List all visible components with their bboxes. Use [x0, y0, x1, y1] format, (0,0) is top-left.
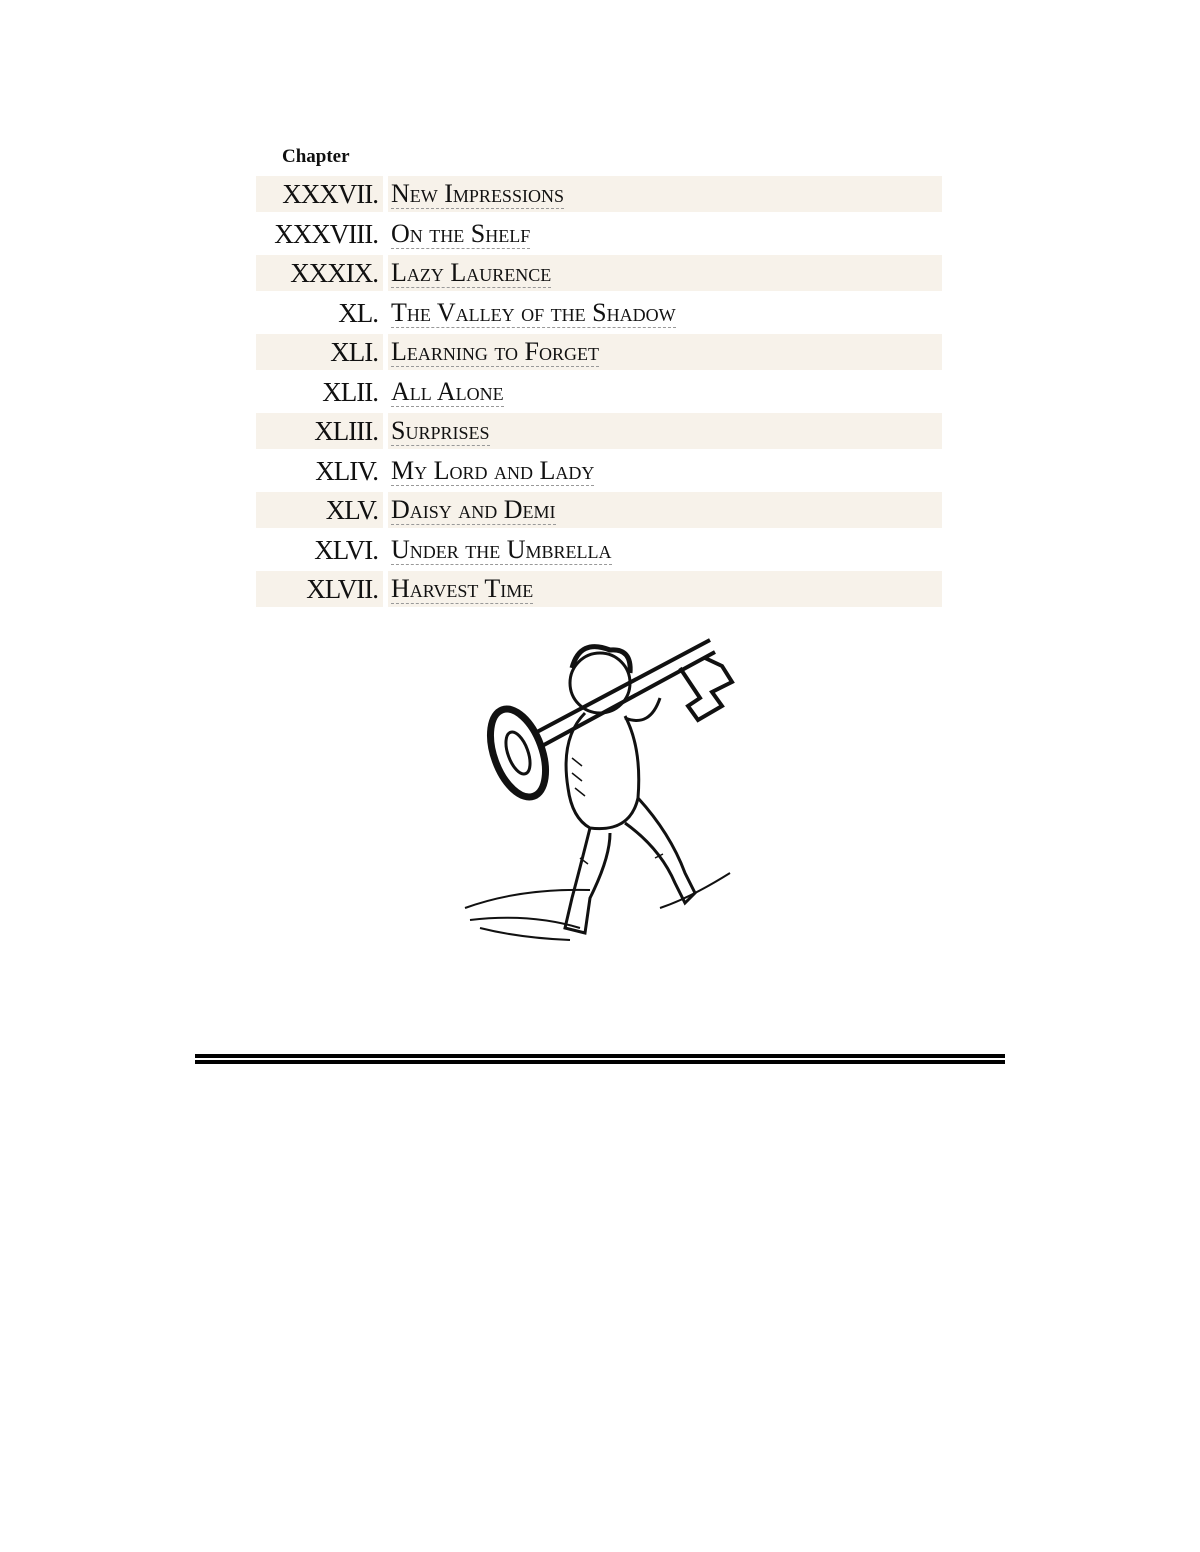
chapter-column-header: Chapter [282, 146, 350, 167]
chapter-title-cell: Under the Umbrella [388, 532, 942, 568]
double-rule-top [195, 1054, 1005, 1058]
toc-row: XXXVII. New Impressions [256, 176, 942, 212]
chapter-title-cell: New Impressions [388, 176, 942, 212]
toc-row: XLII. All Alone [256, 374, 942, 410]
chapter-title-cell: Daisy and Demi [388, 492, 942, 528]
chapter-link[interactable]: On the Shelf [391, 218, 531, 249]
chapter-title-cell: Learning to Forget [388, 334, 942, 370]
chapter-numeral: XXXIX. [256, 255, 383, 291]
chapter-numeral: XLI. [256, 334, 383, 370]
chapter-link[interactable]: The Valley of the Shadow [391, 297, 676, 328]
toc-row: XLIV. My Lord and Lady [256, 453, 942, 489]
chapter-link[interactable]: My Lord and Lady [391, 455, 595, 486]
toc-row: XLVII. Harvest Time [256, 571, 942, 607]
toc-row: XL. The Valley of the Shadow [256, 295, 942, 331]
chapter-title-cell: On the Shelf [388, 216, 942, 252]
chapter-numeral: XLIV. [315, 455, 379, 486]
cherub-with-key-illustration [464, 638, 735, 941]
chapter-link[interactable]: All Alone [391, 376, 504, 407]
chapter-title-cell: My Lord and Lady [388, 453, 942, 489]
chapter-numeral: XLIII. [256, 413, 383, 449]
toc-row: XXXIX. Lazy Laurence [256, 255, 942, 291]
chapter-link[interactable]: Daisy and Demi [391, 495, 556, 525]
chapter-title-cell: All Alone [388, 374, 942, 410]
chapter-numeral: XXXVII. [256, 176, 383, 212]
chapter-link[interactable]: Learning to Forget [391, 337, 599, 367]
chapter-title-cell: Lazy Laurence [388, 255, 942, 291]
table-of-contents: XXXVII. New Impressions XXXVIII. On the She… [256, 176, 942, 611]
chapter-numeral: XLVI. [314, 534, 379, 565]
toc-row: XXXVIII. On the Shelf [256, 216, 942, 252]
double-rule-bottom [195, 1060, 1005, 1064]
chapter-numeral: XL. [338, 297, 379, 328]
toc-row: XLVI. Under the Umbrella [256, 532, 942, 568]
chapter-numeral: XLII. [322, 376, 379, 407]
chapter-link[interactable]: Lazy Laurence [391, 258, 552, 288]
chapter-link[interactable]: Harvest Time [391, 574, 534, 604]
toc-row: XLIII. Surprises [256, 413, 942, 449]
chapter-title-cell: The Valley of the Shadow [388, 295, 942, 331]
chapter-link[interactable]: Surprises [391, 416, 490, 446]
chapter-title-cell: Surprises [388, 413, 942, 449]
chapter-numeral: XXXVIII. [274, 218, 379, 249]
chapter-title-cell: Harvest Time [388, 571, 942, 607]
chapter-numeral: XLVII. [256, 571, 383, 607]
toc-row: XLV. Daisy and Demi [256, 492, 942, 528]
chapter-link[interactable]: Under the Umbrella [391, 534, 612, 565]
toc-row: XLI. Learning to Forget [256, 334, 942, 370]
chapter-link[interactable]: New Impressions [391, 179, 564, 209]
chapter-numeral: XLV. [256, 492, 383, 528]
